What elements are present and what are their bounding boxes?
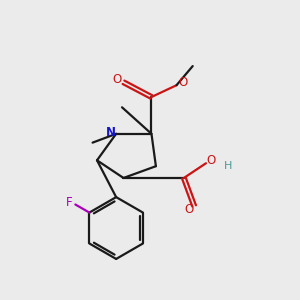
Text: O: O	[178, 76, 188, 89]
Text: N: N	[106, 126, 116, 139]
Text: H: H	[224, 161, 232, 171]
Text: O: O	[207, 154, 216, 167]
Text: F: F	[65, 196, 72, 209]
Text: O: O	[184, 203, 194, 216]
Text: O: O	[112, 74, 122, 86]
